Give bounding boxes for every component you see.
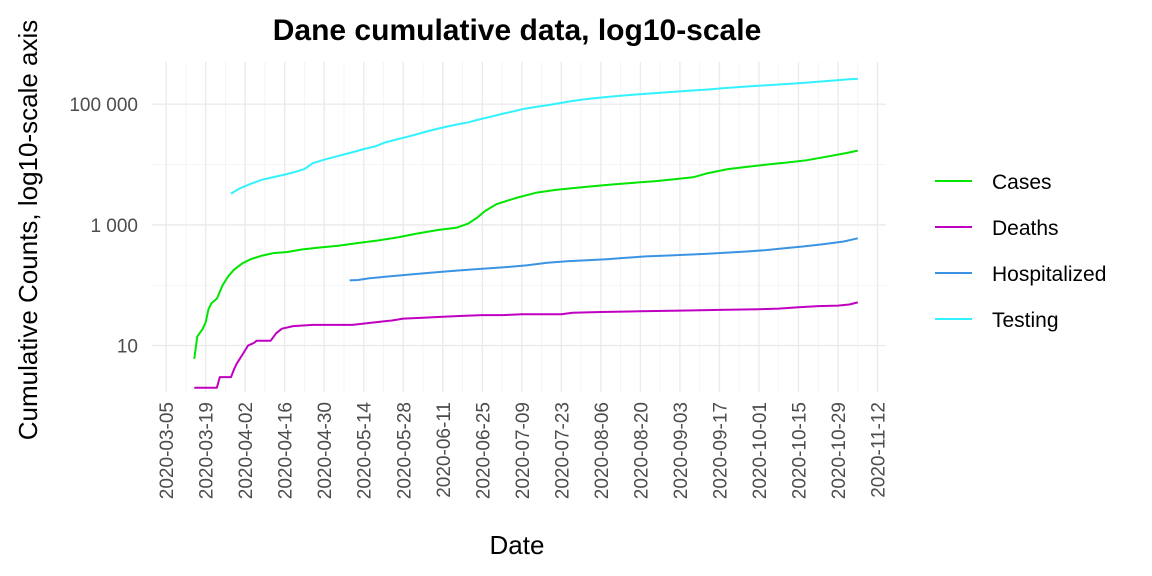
- series-line-testing: [230, 77, 858, 195]
- series-line-cases: [193, 149, 859, 360]
- x-tick-label: 2020-11-12: [869, 402, 890, 498]
- x-axis-ticks: 2020-03-05 2020-03-19 2020-04-02 2020-04-16…: [157, 402, 889, 500]
- x-tick-label: 2020-06-25: [473, 402, 494, 499]
- y-tick-label: 1 000: [90, 216, 138, 237]
- chart-title: Dane cumulative data, log10-scale: [273, 14, 762, 47]
- x-tick-label: 2020-09-17: [710, 402, 731, 499]
- legend-label-deaths: Deaths: [992, 217, 1059, 240]
- series-line-deaths: [194, 301, 859, 389]
- x-tick-label: 2020-09-03: [671, 402, 692, 499]
- x-tick-label: 2020-08-20: [631, 402, 652, 499]
- x-tick-label: 2020-10-29: [829, 402, 850, 499]
- legend-label-testing: Testing: [992, 309, 1059, 332]
- x-tick-label: 2020-08-06: [592, 402, 613, 499]
- x-tick-label: 2020-03-05: [157, 402, 178, 499]
- legend: Cases Deaths Hospitalized Testing: [935, 171, 1106, 332]
- legend-label-hospitalized: Hospitalized: [992, 263, 1106, 286]
- y-tick-label: 100 000: [69, 95, 138, 116]
- x-tick-label: 2020-04-16: [276, 402, 297, 499]
- x-tick-label: 2020-04-30: [315, 402, 336, 499]
- x-tick-label: 2020-06-11: [434, 402, 455, 498]
- x-axis-title: Date: [490, 530, 545, 560]
- legend-label-cases: Cases: [992, 171, 1052, 194]
- x-tick-label: 2020-07-23: [552, 402, 573, 499]
- y-tick-label: 10: [117, 337, 138, 358]
- x-tick-label: 2020-05-14: [355, 402, 376, 500]
- x-tick-label: 2020-05-28: [394, 402, 415, 499]
- x-tick-label: 2020-03-19: [197, 402, 218, 499]
- x-tick-label: 2020-10-01: [750, 402, 771, 499]
- series-lines: [193, 77, 859, 389]
- plot-grid: [152, 62, 886, 392]
- y-axis-ticks: 10 1 000 100 000: [69, 95, 138, 357]
- y-axis-title: Cumulative Counts, log10-scale axis: [13, 20, 43, 441]
- x-tick-label: 2020-07-09: [513, 402, 534, 499]
- x-tick-label: 2020-10-15: [789, 402, 810, 499]
- series-line-hospitalized: [349, 237, 859, 282]
- x-tick-label: 2020-04-02: [236, 402, 257, 499]
